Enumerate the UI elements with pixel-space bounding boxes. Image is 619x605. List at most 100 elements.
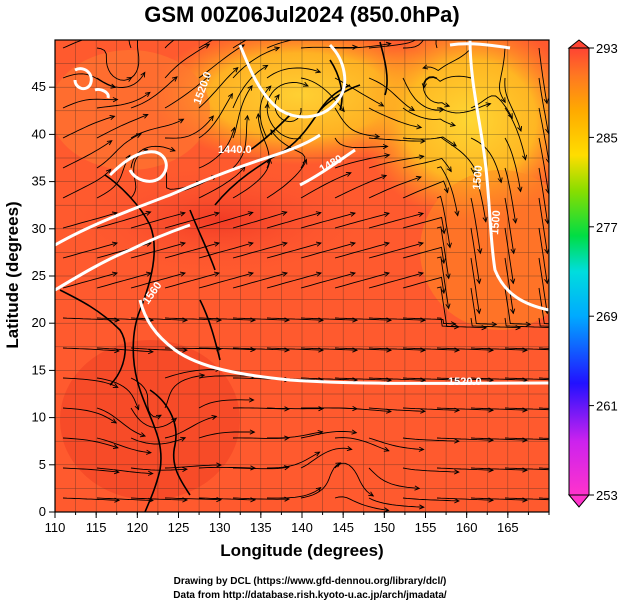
streamline	[232, 272, 288, 289]
colorbar-tick-label: 285	[596, 130, 618, 145]
streamline-arrow	[476, 278, 482, 285]
streamline	[198, 399, 254, 409]
streamline	[62, 242, 118, 259]
streamline	[300, 272, 356, 289]
streamline	[96, 497, 153, 501]
streamline	[96, 272, 152, 289]
streamline	[334, 462, 374, 497]
streamline	[198, 375, 255, 379]
contour-1520	[138, 299, 549, 385]
streamline-arrow	[281, 210, 288, 216]
streamline	[368, 437, 424, 450]
streamline	[266, 407, 324, 410]
streamline-arrow	[497, 177, 503, 184]
streamline	[402, 40, 425, 49]
streamline	[164, 43, 210, 79]
streamline	[96, 377, 140, 410]
streamline-arrow	[317, 34, 322, 38]
streamline	[470, 227, 480, 284]
contour-label: 1500	[471, 165, 485, 190]
streamline-arrow	[590, 498, 595, 502]
streamline	[504, 377, 549, 381]
streamline	[266, 347, 324, 351]
streamline	[130, 467, 187, 471]
streamline-arrow	[560, 322, 565, 326]
streamline-arrow	[281, 241, 288, 247]
streamline	[470, 287, 497, 325]
streamline	[130, 118, 184, 139]
streamline-arrow	[179, 211, 186, 217]
streamline-arrow	[381, 174, 388, 180]
streamline	[232, 317, 290, 321]
streamline-arrow	[247, 241, 254, 247]
streamline-arrow	[454, 210, 460, 217]
streamline	[402, 77, 444, 111]
streamline-arrow	[204, 43, 211, 49]
streamline	[164, 272, 220, 289]
streamline-arrow	[482, 216, 488, 223]
streamline	[538, 377, 549, 379]
streamline	[62, 272, 118, 289]
streamline	[130, 242, 186, 259]
coastlines	[59, 41, 388, 512]
streamline	[300, 317, 358, 321]
streamline	[266, 103, 302, 140]
streamline	[334, 347, 392, 351]
streamline	[198, 431, 255, 439]
streamline-arrow	[213, 211, 220, 217]
x-tick-label: 120	[126, 520, 148, 535]
contour-label: 1500	[489, 210, 503, 235]
streamline-arrow	[111, 241, 119, 247]
streamline-arrow	[171, 417, 178, 424]
streamline	[300, 212, 356, 229]
streamline-arrow	[139, 432, 146, 438]
streamline	[334, 377, 392, 381]
streamline	[62, 212, 118, 229]
streamline	[504, 497, 549, 501]
streamline-arrow	[491, 321, 498, 327]
streamline	[334, 43, 391, 49]
chart-title: GSM 00Z06Jul2024 (850.0hPa)	[144, 2, 460, 27]
streamline-arrow	[335, 462, 342, 468]
streamline-arrow	[141, 27, 146, 32]
x-axis: 110 115 120 125 130 135 140 145 150 155 160 165	[45, 512, 550, 535]
streamline-arrow	[281, 271, 289, 277]
streamline	[436, 317, 487, 329]
streamline-arrow	[315, 271, 323, 277]
streamline-arrow	[283, 465, 290, 471]
streamline	[334, 407, 391, 412]
streamline	[300, 447, 352, 469]
streamline-arrow	[213, 241, 221, 247]
streamline	[96, 317, 154, 321]
streamline-arrow	[345, 171, 352, 177]
streamline	[436, 103, 491, 114]
streamline-arrow	[318, 406, 325, 412]
streamline	[334, 317, 392, 321]
streamline	[504, 257, 514, 314]
streamline-arrow	[244, 114, 250, 121]
streamline-arrow	[178, 118, 185, 124]
y-tick-label: 35	[32, 174, 46, 189]
streamline	[402, 136, 457, 147]
streamline	[504, 197, 515, 254]
streamline	[164, 368, 220, 379]
y-tick-label: 45	[32, 79, 46, 94]
streamline-arrow	[247, 211, 254, 217]
streamline-arrow	[544, 278, 549, 285]
colorbar-tick-label: 269	[596, 309, 618, 324]
streamline-arrow	[384, 153, 391, 159]
streamline-arrow	[473, 168, 478, 175]
streamline-arrow	[417, 241, 425, 247]
streamline	[96, 437, 151, 454]
streamline	[62, 437, 119, 449]
streamline-arrow	[383, 241, 391, 247]
streamline-arrow	[180, 436, 187, 442]
x-tick-label: 115	[86, 520, 107, 535]
streamline	[164, 374, 205, 409]
streamline-arrow	[250, 346, 257, 353]
streamline	[300, 347, 358, 351]
colorbar-top-arrow	[567, 39, 591, 49]
streamline-arrow	[500, 97, 506, 104]
streamline-arrow	[205, 74, 212, 80]
streamline	[300, 172, 352, 199]
